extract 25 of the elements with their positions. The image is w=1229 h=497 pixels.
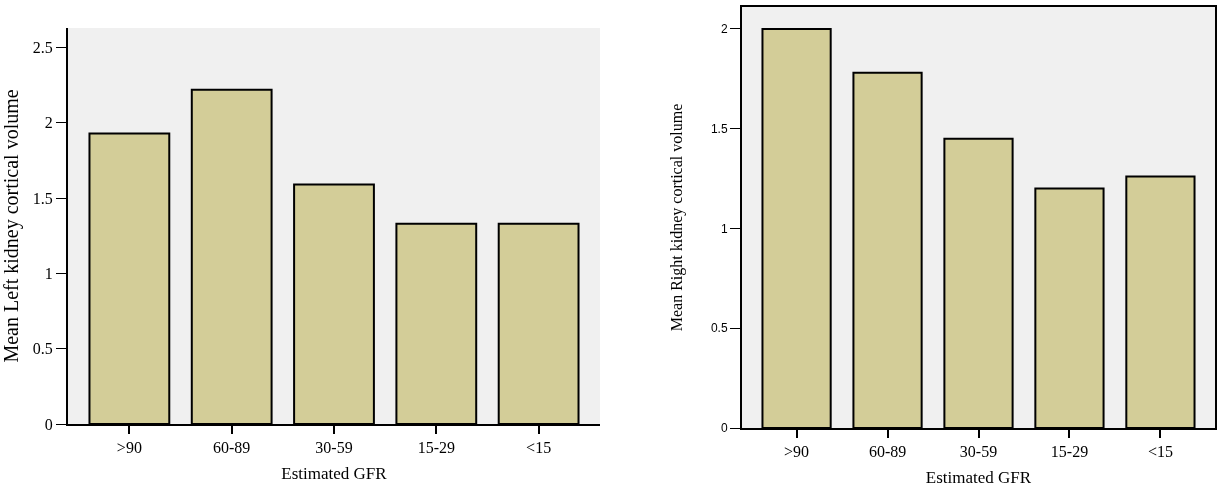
x-axis-title: Estimated GFR (925, 468, 1032, 488)
x-tick-label: 60-89 (868, 443, 907, 461)
y-tick-label: 2.5 (32, 39, 53, 57)
x-tick-label: <15 (1147, 443, 1173, 461)
x-tick-label: 30-59 (315, 439, 353, 457)
y-axis-title: Mean Left kidney cortical volume (0, 89, 23, 363)
x-tick-label: <15 (526, 439, 552, 457)
y-tick-label: 0.5 (710, 321, 728, 336)
x-tick-label: 15-29 (1050, 443, 1089, 461)
y-tick-label: 0 (720, 421, 728, 436)
y-tick-label: 1.5 (710, 121, 728, 136)
y-tick-label: 1 (44, 265, 53, 283)
y-tick-label: 0.5 (32, 340, 53, 358)
y-axis-title: Mean Right kidney cortical volume (668, 103, 687, 332)
y-tick-label: 2 (720, 22, 728, 37)
y-tick-label: 2 (44, 114, 53, 132)
y-tick-label: 0 (44, 415, 53, 433)
y-tick-label: 1.5 (32, 189, 53, 207)
x-tick-label: 15-29 (417, 439, 455, 457)
x-tick-label: 60-89 (213, 439, 251, 457)
x-tick-label: 30-59 (959, 443, 998, 461)
x-tick-label: >90 (784, 443, 810, 461)
y-tick-label: 1 (720, 221, 728, 236)
x-axis-title: Estimated GFR (281, 464, 388, 484)
x-tick-label: >90 (116, 439, 142, 457)
